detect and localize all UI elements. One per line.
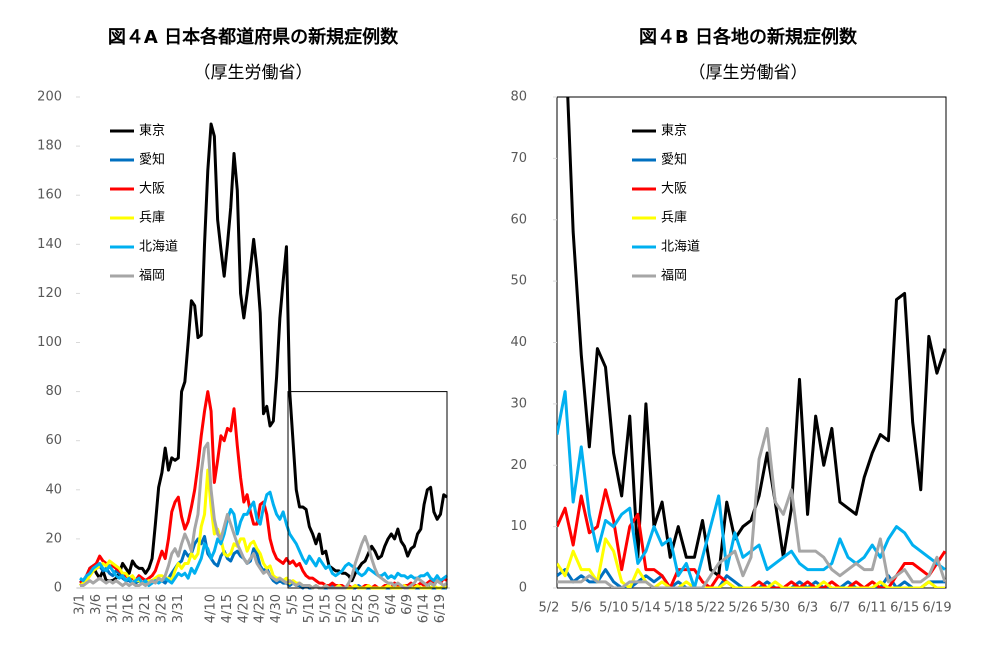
x-tick-label: 4/10 xyxy=(204,594,219,623)
y-tick-label: 50 xyxy=(510,274,527,289)
legend-label: 大阪 xyxy=(661,182,687,197)
x-tick-label: 6/19 xyxy=(922,601,951,616)
x-tick-label: 5/22 xyxy=(696,601,725,616)
x-tick-label: 3/1 xyxy=(73,594,88,615)
y-tick-label: 60 xyxy=(510,212,527,227)
y-tick-label: 100 xyxy=(37,335,62,350)
y-tick-label: 120 xyxy=(37,286,62,301)
x-tick-label: 5/30 xyxy=(367,594,382,623)
y-tick-label: 80 xyxy=(510,90,527,105)
chart-subtitle: （厚生労働省） xyxy=(194,63,313,83)
chart-title: 図４B 日各地の新規症例数 xyxy=(639,26,858,48)
x-tick-label: 6/19 xyxy=(433,594,448,623)
x-tick-label: 5/6 xyxy=(571,601,592,616)
x-tick-label: 4/30 xyxy=(269,594,284,623)
x-tick-label: 5/2 xyxy=(539,601,560,616)
y-tick-label: 60 xyxy=(45,433,62,448)
x-tick-label: 6/14 xyxy=(417,594,432,623)
chart-title: 図４A 日本各都道府県の新規症例数 xyxy=(108,26,399,48)
x-tick-label: 4/15 xyxy=(220,594,235,623)
x-tick-label: 5/26 xyxy=(728,601,757,616)
x-tick-label: 6/4 xyxy=(384,594,399,615)
series-line xyxy=(80,441,448,590)
y-tick-label: 40 xyxy=(45,482,62,497)
legend-label: 愛知 xyxy=(661,152,687,168)
series-line xyxy=(557,537,945,588)
chart-subtitle: （厚生労働省） xyxy=(689,63,808,83)
x-tick-label: 5/30 xyxy=(761,601,790,616)
x-tick-label: 3/16 xyxy=(122,594,137,623)
x-tick-label: 3/6 xyxy=(89,594,104,615)
zoom-box xyxy=(287,391,448,589)
y-tick-label: 200 xyxy=(37,90,62,105)
y-tick-label: 20 xyxy=(510,458,527,473)
x-tick-label: 3/31 xyxy=(171,594,186,623)
series-line xyxy=(557,426,946,588)
x-tick-label: 4/25 xyxy=(253,594,268,623)
x-tick-label: 4/20 xyxy=(236,594,251,623)
y-tick-label: 30 xyxy=(510,396,527,411)
legend-label: 東京 xyxy=(139,123,165,139)
y-tick-label: 70 xyxy=(510,151,527,166)
x-tick-label: 6/15 xyxy=(890,601,919,616)
y-tick-label: 0 xyxy=(519,581,527,596)
x-tick-label: 3/26 xyxy=(154,594,169,623)
legend-label: 兵庫 xyxy=(139,211,165,226)
x-tick-label: 5/15 xyxy=(318,594,333,623)
y-tick-label: 10 xyxy=(510,519,527,534)
y-tick-label: 160 xyxy=(37,188,62,203)
y-tick-label: 40 xyxy=(510,335,527,350)
x-tick-label: 3/21 xyxy=(138,594,153,623)
legend-label: 福岡 xyxy=(661,269,687,284)
series-line xyxy=(557,488,946,588)
x-tick-label: 6/11 xyxy=(858,601,887,616)
legend-label: 北海道 xyxy=(139,240,178,255)
x-tick-label: 5/10 xyxy=(302,594,317,623)
y-tick-label: 140 xyxy=(37,237,62,252)
x-tick-label: 6/3 xyxy=(797,601,818,616)
x-tick-label: 5/20 xyxy=(335,594,350,623)
legend-label: 大阪 xyxy=(139,182,165,197)
series-line xyxy=(566,97,946,578)
legend-label: 東京 xyxy=(661,123,687,139)
series-line xyxy=(79,490,448,588)
y-tick-label: 0 xyxy=(54,581,62,596)
x-tick-label: 5/25 xyxy=(351,594,366,623)
y-tick-label: 80 xyxy=(45,384,62,399)
x-tick-label: 3/11 xyxy=(105,594,120,623)
x-tick-label: 6/9 xyxy=(400,594,415,615)
x-tick-label: 5/14 xyxy=(631,601,660,616)
legend-label: 福岡 xyxy=(139,269,165,284)
x-tick-label: 5/5 xyxy=(285,594,300,615)
series-line xyxy=(79,122,448,587)
legend-label: 兵庫 xyxy=(661,211,687,226)
x-tick-label: 5/10 xyxy=(599,601,628,616)
series-line xyxy=(79,390,448,590)
x-tick-label: 5/18 xyxy=(664,601,693,616)
legend-label: 愛知 xyxy=(139,152,165,168)
y-tick-label: 180 xyxy=(37,139,62,154)
legend-label: 北海道 xyxy=(661,240,700,255)
y-tick-label: 20 xyxy=(45,531,62,546)
x-tick-label: 6/7 xyxy=(830,601,851,616)
